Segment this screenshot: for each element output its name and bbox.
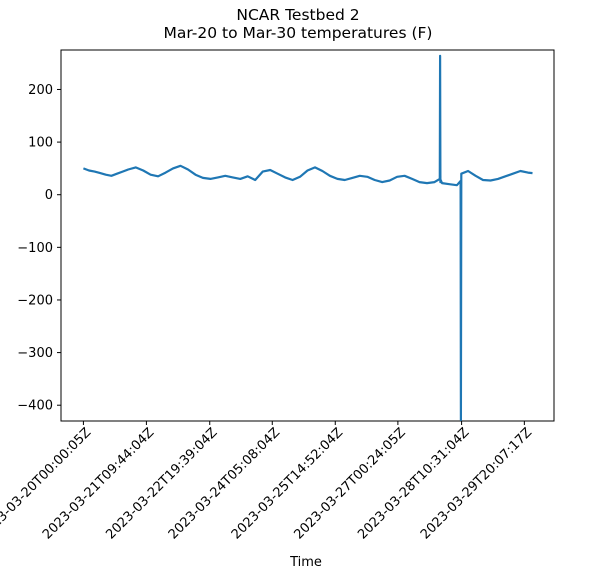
y-tick-label: 0 bbox=[45, 188, 53, 203]
x-axis-label: Time bbox=[290, 555, 322, 570]
chart-title: NCAR Testbed 2 bbox=[236, 6, 360, 24]
y-tick-label: −100 bbox=[17, 241, 53, 256]
x-tick-label: 2023-03-21T09:44:04Z bbox=[40, 425, 157, 542]
x-tick-label: 2023-03-25T14:52:04Z bbox=[229, 425, 346, 542]
x-tick-label: 2023-03-28T10:31:04Z bbox=[355, 425, 472, 542]
x-tick-label: 2023-03-27T00:24:05Z bbox=[291, 425, 408, 542]
chart-subtitle: Mar-20 to Mar-30 temperatures (F) bbox=[163, 24, 433, 42]
temperature-series-line bbox=[83, 54, 533, 421]
x-tick-label: 2023-03-24T05:08:04Z bbox=[166, 425, 283, 542]
y-tick-label: 200 bbox=[28, 83, 53, 98]
x-tick-label: 2023-03-22T19:39:04Z bbox=[103, 425, 220, 542]
y-tick-label: −300 bbox=[17, 346, 53, 361]
x-tick-label: 2023-03-29T20:07:17Z bbox=[418, 425, 535, 542]
plot-area-frame bbox=[60, 49, 555, 422]
y-tick-label: −200 bbox=[17, 293, 53, 308]
y-tick-label: 100 bbox=[28, 136, 53, 151]
y-tick-label: −400 bbox=[17, 399, 53, 414]
